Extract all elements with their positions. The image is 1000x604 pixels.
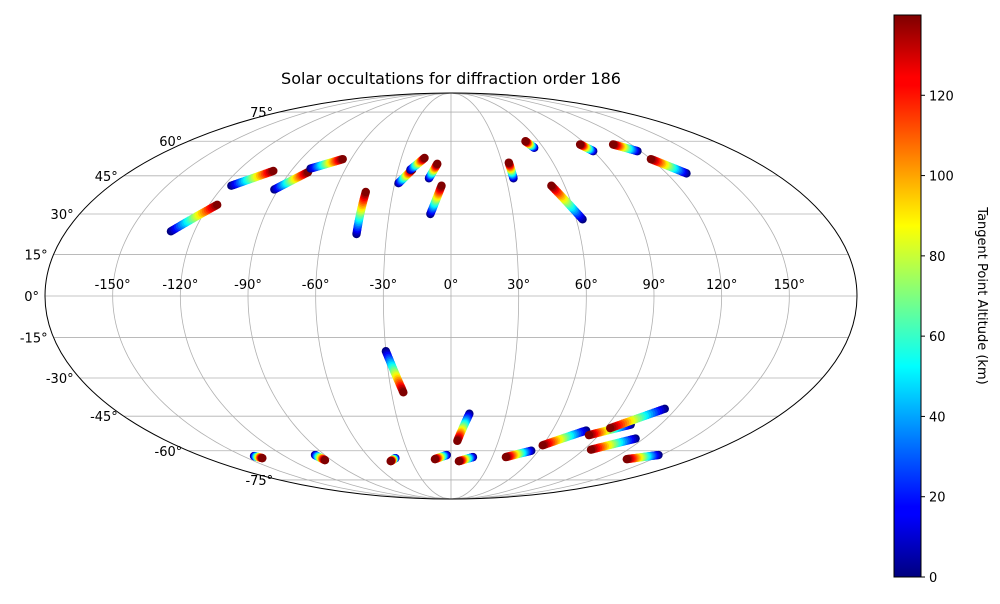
y-tick-label: 0° [24,290,39,305]
data-point [538,441,547,450]
meridian-gridline [450,92,520,500]
meridian-gridline [450,92,790,500]
x-tick-label: 150° [774,278,805,293]
data-point [453,436,462,446]
meridian-gridline [315,92,452,500]
meridian-gridline [179,92,452,500]
data-point [608,140,618,149]
x-tick-label: -30° [369,278,397,293]
y-tick-label: 60° [159,135,182,150]
y-tick-label: -30° [46,372,74,387]
x-tick-label: -120° [162,278,198,293]
meridian-gridline [247,92,452,500]
x-tick-label: 0° [444,278,459,293]
data-point [586,445,596,454]
meridian-gridline [450,92,723,500]
data-point [338,154,347,164]
data-point [430,454,440,464]
x-tick-label: 120° [706,278,737,293]
y-tick-label: -15° [20,332,48,347]
colorbar-tick-label: 20 [929,491,946,506]
data-point [622,454,631,464]
y-tick-label: -75° [245,474,273,489]
data-point [258,453,267,463]
data-point [437,181,446,190]
data-point [606,423,615,433]
data-point [269,166,278,176]
y-tick-labels: 75° 60° 45° 30° 15° 0° -15° -30° -45° -60° -75° [20,106,273,489]
colorbar-tick-label: 60 [929,330,946,345]
graticule-grid [45,92,857,500]
colorbar: 0 20 40 60 80 100 120 Tangent Point Altitude (… [893,14,989,586]
data-point [361,187,370,197]
x-tick-label: -90° [234,278,262,293]
colorbar-tick-label: 0 [929,571,937,586]
data-point [433,159,442,169]
data-point [501,452,511,462]
data-point [420,153,429,163]
data-point [547,181,556,190]
x-tick-label: 90° [642,278,665,293]
x-tick-label: -60° [302,278,330,293]
y-tick-label: 75° [250,106,273,121]
y-tick-label: 15° [25,248,48,263]
y-tick-label: 45° [95,170,118,185]
meridian-gridline [112,92,452,500]
y-tick-label: 30° [51,208,74,223]
x-tick-label: 60° [575,278,598,293]
meridian-gridline [450,92,587,500]
map-boundary [44,92,858,500]
x-tick-label: -150° [95,278,131,293]
data-point [504,158,514,167]
data-point [521,137,530,146]
colorbar-tick-label: 40 [929,410,946,425]
colorbar-ticks: 0 20 40 60 80 100 120 [921,89,954,586]
colorbar-tick-label: 80 [929,250,946,265]
data-points [166,137,691,466]
data-point [213,200,222,210]
meridian-gridline [382,92,452,500]
y-tick-label: -45° [90,410,118,425]
x-tick-labels: -150° -120° -90° -60° -30° 0° 30° 60° 90° 120° 150… [95,278,805,293]
chart-title: Solar occultations for diffraction order… [281,69,621,88]
data-point [646,154,656,164]
data-point [386,457,395,466]
colorbar-tick-label: 100 [929,170,954,185]
colorbar-gradient [893,14,922,578]
colorbar-tick-label: 120 [929,89,954,104]
y-tick-label: -60° [155,445,183,460]
data-point [320,455,330,465]
x-tick-label: 30° [507,278,530,293]
data-point [399,388,408,397]
data-point [584,430,594,440]
colorbar-label: Tangent Point Altitude (km) [974,206,989,384]
data-point [454,457,464,466]
data-point [575,140,585,149]
